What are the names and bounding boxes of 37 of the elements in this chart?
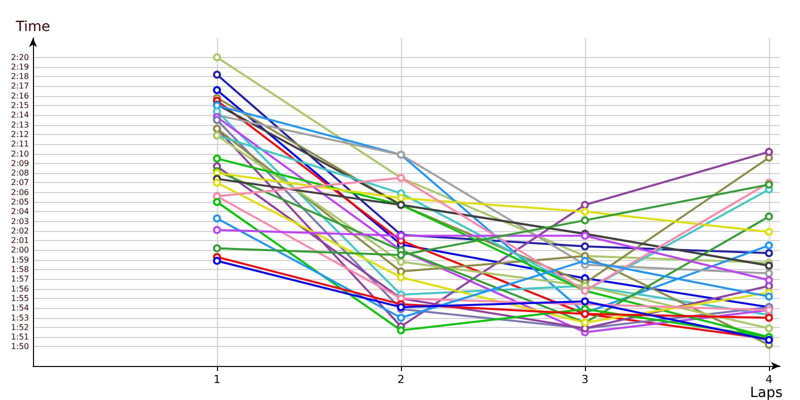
y-tick-label: 2:14 (11, 110, 29, 120)
y-tick-label: 1:59 (11, 255, 29, 264)
y-tick-label: 2:04 (11, 207, 29, 216)
y-tick-label: 2:17 (11, 82, 29, 91)
y-tick-label: 2:10 (11, 149, 29, 158)
y-tick-label: 2:06 (11, 188, 29, 197)
y-tick-label: 1:58 (11, 265, 29, 274)
y-tick-label: 2:13 (11, 120, 29, 130)
y-tick-label: 2:20 (11, 52, 29, 62)
y-tick-label: 1:50 (11, 342, 29, 352)
x-tick-label: 3 (581, 373, 588, 386)
x-tick-label: 4 (765, 373, 772, 386)
x-axis-title: Laps (750, 385, 783, 400)
y-tick-label: 2:07 (11, 178, 29, 188)
y-tick-label: 1:54 (11, 304, 29, 313)
y-axis-title: Time (14, 19, 50, 35)
y-tick-label: 1:53 (11, 313, 29, 322)
y-tick-label: 2:12 (11, 130, 29, 139)
x-tick-label: 2 (397, 373, 404, 386)
y-tick-label: 2:11 (11, 140, 29, 149)
y-tick-label: 2:08 (11, 168, 29, 178)
y-tick-label: 1:51 (11, 332, 29, 342)
y-tick-label: 1:52 (11, 322, 29, 332)
y-tick-label: 1:57 (11, 274, 29, 284)
y-tick-label: 2:15 (11, 101, 29, 110)
y-tick-label: 1:56 (11, 284, 29, 294)
y-tick-label: 2:03 (11, 216, 29, 226)
y-tick-label: 1:55 (11, 294, 29, 303)
y-tick-label: 2:18 (11, 72, 29, 82)
y-tick-label: 2:00 (11, 246, 29, 255)
y-tick-label: 2:02 (11, 226, 29, 236)
y-tick-label: 2:01 (11, 236, 29, 246)
y-tick-label: 2:05 (11, 198, 29, 206)
y-tick-label: 2:19 (11, 62, 29, 72)
x-tick-label: 1 (213, 373, 220, 386)
y-tick-label: 2:09 (11, 158, 29, 168)
y-tick-label: 2:16 (11, 91, 29, 100)
